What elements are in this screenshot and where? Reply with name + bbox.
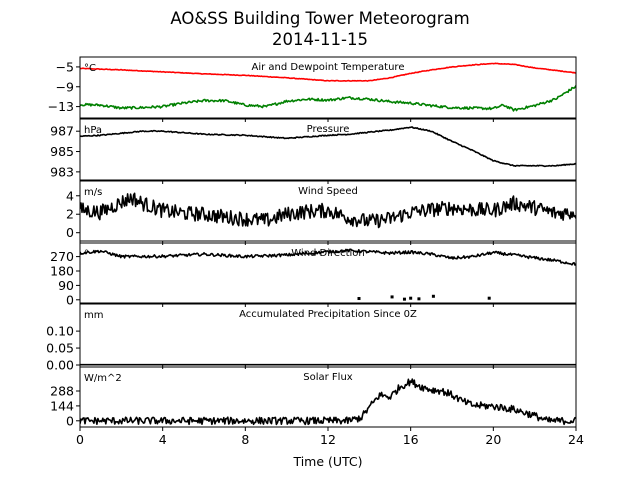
panel-3-ytick-label: 0 bbox=[66, 225, 74, 240]
panel-1-ytick-label: −9 bbox=[56, 79, 74, 94]
x-tick-label: 24 bbox=[568, 432, 584, 447]
panel-2: 987 985 983 hPa Pressure bbox=[50, 118, 577, 184]
panel-4-series-2-marker bbox=[390, 295, 394, 299]
x-tick-label: 0 bbox=[76, 432, 84, 447]
figure-title-line-1: AO&SS Building Tower Meteorogram bbox=[170, 9, 469, 28]
panel-2-title: Pressure bbox=[307, 124, 350, 135]
panel-3-ytick-label: 4 bbox=[66, 188, 74, 203]
panel-2-ytick-label: 983 bbox=[50, 164, 74, 179]
panel-2-ytick-label: 985 bbox=[50, 144, 74, 159]
panel-4-series-2-marker bbox=[409, 296, 413, 300]
panel-4-series bbox=[80, 248, 576, 301]
panel-6-ytick-label: 0 bbox=[66, 413, 74, 428]
panel-3-series-1-line bbox=[80, 192, 576, 229]
x-tick-label: 4 bbox=[159, 432, 167, 447]
panel-6-series bbox=[80, 378, 576, 426]
panel-4-title: Wind Direction bbox=[291, 248, 365, 259]
panel-5-title: Accumulated Precipitation Since 0Z bbox=[239, 309, 417, 320]
panel-1: −5 −9 −13 °C Air and Dewpoint Temperature bbox=[48, 56, 577, 122]
panel-4-unit: ° bbox=[84, 249, 89, 260]
panel-3: 4 2 0 m/s Wind Speed bbox=[66, 180, 577, 245]
panel-4-series-1-line bbox=[80, 248, 576, 266]
panel-1-series-2-line bbox=[80, 85, 576, 112]
panel-4-series-2-marker bbox=[417, 297, 421, 301]
x-tick-label: 12 bbox=[320, 432, 336, 447]
panel-5-ytick-label: 0.05 bbox=[46, 341, 74, 356]
panel-2-unit: hPa bbox=[84, 125, 102, 136]
panel-1-unit: °C bbox=[84, 63, 96, 74]
panel-5: 0.10 0.05 0.00 mm Accumulated Precipitation … bbox=[46, 303, 577, 373]
x-axis: 0 4 8 12 16 20 24 bbox=[76, 432, 584, 447]
panel-4-ytick-label: 180 bbox=[50, 264, 74, 279]
panel-4-series-2-marker bbox=[487, 296, 491, 300]
panel-5-ytick-label: 0.10 bbox=[46, 324, 74, 339]
panel-4-ytick-label: 0 bbox=[66, 292, 74, 307]
panel-1-series bbox=[80, 62, 576, 112]
panel-2-ytick-label: 987 bbox=[50, 124, 74, 139]
panel-3-series bbox=[80, 192, 576, 229]
panel-6-series-1-line bbox=[80, 378, 576, 426]
panel-6-ytick-label: 288 bbox=[50, 384, 74, 399]
panel-5-ytick-label: 0.00 bbox=[46, 358, 74, 373]
panel-1-ytick-label: −13 bbox=[48, 99, 74, 114]
panel-4-series-2-marker bbox=[402, 297, 406, 301]
panel-6-ytick-label: 144 bbox=[50, 398, 74, 413]
panel-3-title: Wind Speed bbox=[298, 186, 358, 197]
panel-6-unit: W/m^2 bbox=[84, 373, 122, 384]
panel-1-ytick-label: −5 bbox=[56, 59, 74, 74]
panel-3-unit: m/s bbox=[84, 187, 102, 198]
panel-4-series-2-marker bbox=[431, 294, 435, 298]
panel-4-ytick-label: 270 bbox=[50, 249, 74, 264]
panel-2-series-1-line bbox=[80, 126, 576, 168]
panel-5-unit: mm bbox=[84, 310, 103, 321]
panel-4-ytick-label: 90 bbox=[58, 278, 74, 293]
x-axis-label: Time (UTC) bbox=[292, 454, 362, 469]
panel-2-series bbox=[80, 126, 576, 168]
x-tick-label: 16 bbox=[403, 432, 419, 447]
panel-1-title: Air and Dewpoint Temperature bbox=[252, 62, 405, 73]
panel-3-ytick-label: 2 bbox=[66, 207, 74, 222]
panel-4-series-2-marker bbox=[357, 297, 361, 301]
panel-6-title: Solar Flux bbox=[303, 372, 353, 383]
x-tick-label: 20 bbox=[485, 432, 501, 447]
x-tick-label: 8 bbox=[241, 432, 249, 447]
panels-group: −5 −9 −13 °C Air and Dewpoint Temperature 987… bbox=[46, 56, 577, 431]
figure-title-line-2: 2014-11-15 bbox=[272, 30, 368, 49]
panel-1-series-1-line bbox=[80, 62, 576, 82]
